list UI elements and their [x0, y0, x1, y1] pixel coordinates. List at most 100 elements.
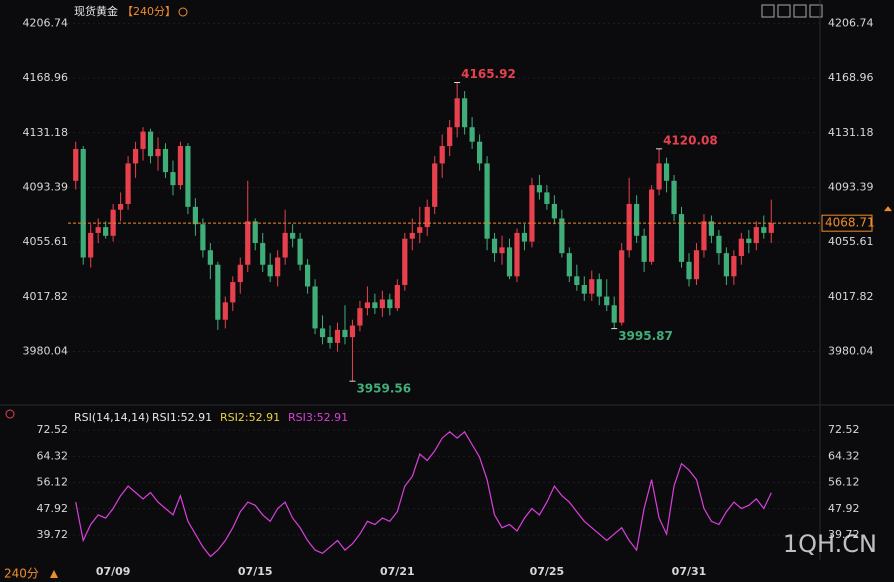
candle-body [544, 192, 550, 204]
rsi-legend: RSI3:52.91 [288, 411, 348, 424]
candle-body [73, 148, 79, 181]
annotation-label: 4165.92 [461, 67, 516, 81]
candle-body [372, 302, 378, 309]
rsi-tick-label-right: 56.12 [828, 476, 860, 489]
period-label[interactable]: 【240分】 [122, 5, 176, 18]
y-tick-label-right: 4055.61 [828, 235, 874, 248]
candle-body [215, 264, 221, 320]
y-tick-label: 4131.18 [23, 126, 69, 139]
candle-body [342, 329, 348, 338]
rsi-tick-label: 47.92 [37, 502, 69, 515]
rsi-tick-label-right: 72.52 [828, 423, 860, 436]
candle-body [349, 325, 356, 338]
candle-body [476, 141, 483, 164]
candle-body [678, 214, 685, 262]
candle-body [147, 131, 154, 157]
rsi-tick-label-right: 39.72 [828, 528, 860, 541]
rsi-tick-label: 39.72 [37, 528, 69, 541]
candle-body [304, 264, 311, 287]
y-tick-label-right: 4093.39 [828, 180, 874, 193]
candle-body [162, 148, 169, 173]
candle-body [656, 163, 662, 190]
candle-body [275, 257, 281, 277]
tool-crosshair[interactable] [761, 4, 775, 18]
candle-body [192, 206, 198, 225]
candle-body [125, 163, 131, 204]
candle-body [132, 148, 139, 164]
rsi-line [75, 430, 772, 558]
candle-body [260, 243, 266, 265]
candle-body [716, 235, 722, 254]
rsi-tick-label: 72.52 [37, 423, 69, 436]
y-tick-label-right: 4206.74 [828, 16, 874, 29]
candle-body [551, 203, 557, 219]
candle-body [402, 238, 408, 285]
x-tick-label: 07/09 [96, 565, 131, 578]
candle-body [95, 227, 101, 233]
rsi-tick-label-right: 47.92 [828, 502, 860, 515]
candle-body [484, 163, 490, 239]
candle-body [462, 98, 468, 128]
candle-body [753, 227, 759, 244]
candle-body [469, 127, 475, 142]
candle-body [529, 185, 535, 242]
candle-body [319, 328, 326, 338]
last-price-arrow [884, 206, 892, 212]
y-tick-label-right: 4131.18 [828, 126, 874, 139]
x-tick-label: 07/31 [672, 565, 707, 578]
candle-body [334, 329, 341, 343]
last-price-label: 4068.71 [825, 216, 875, 230]
candle-body [222, 302, 228, 320]
candle-body [596, 279, 602, 297]
candle-body [701, 221, 707, 251]
candle-body [641, 235, 647, 262]
indicator-icon[interactable] [5, 409, 15, 419]
candle-body [768, 223, 774, 233]
x-tick-label: 07/25 [530, 565, 565, 578]
tool-close[interactable] [809, 4, 823, 18]
y-tick-label: 4017.82 [23, 290, 69, 303]
y-tick-label: 4206.74 [23, 16, 69, 29]
candle-body [357, 308, 363, 326]
annotation-label: 4120.08 [663, 133, 718, 147]
candle-body [267, 264, 273, 277]
watermark: 1QH.CN [783, 530, 877, 558]
candle-body [177, 146, 184, 186]
candle-body [170, 172, 176, 186]
annotation-label: 3959.56 [356, 382, 411, 396]
candle-body [634, 203, 640, 236]
instrument-title: 现货黄金 [74, 4, 118, 18]
candle-body [185, 146, 191, 207]
x-tick-label: 07/15 [238, 565, 273, 578]
candle-body [88, 232, 94, 258]
candle-body [364, 302, 371, 309]
candle-body [118, 203, 124, 210]
tool-fullscreen[interactable] [777, 4, 791, 18]
rsi-legend: RSI1:52.91 [152, 411, 212, 424]
candle-body [559, 218, 565, 254]
y-tick-label: 4055.61 [23, 235, 69, 248]
rsi-legend: RSI2:52.91 [220, 411, 280, 424]
candle-body [723, 253, 729, 277]
y-tick-label: 3980.04 [23, 345, 69, 358]
candle-body [738, 238, 744, 257]
settings-icon[interactable] [178, 7, 188, 17]
rsi-tick-label: 56.12 [37, 476, 69, 489]
tool-layout[interactable] [793, 4, 807, 18]
candle-body [619, 250, 625, 323]
candle-body [514, 232, 520, 277]
period-arrow[interactable] [50, 570, 58, 578]
y-tick-label-right: 3980.04 [828, 345, 874, 358]
candle-body [581, 285, 587, 294]
candle-body [499, 247, 505, 254]
candle-body [417, 227, 423, 233]
candle-body [290, 232, 296, 239]
candle-body [506, 247, 513, 277]
candle-body [454, 98, 460, 128]
candle-body [536, 185, 543, 193]
candle-body [245, 221, 251, 265]
candle-body [237, 264, 243, 283]
candle-body [604, 296, 610, 306]
candle-body [424, 206, 430, 228]
period-footer[interactable]: 240分 [4, 567, 39, 581]
